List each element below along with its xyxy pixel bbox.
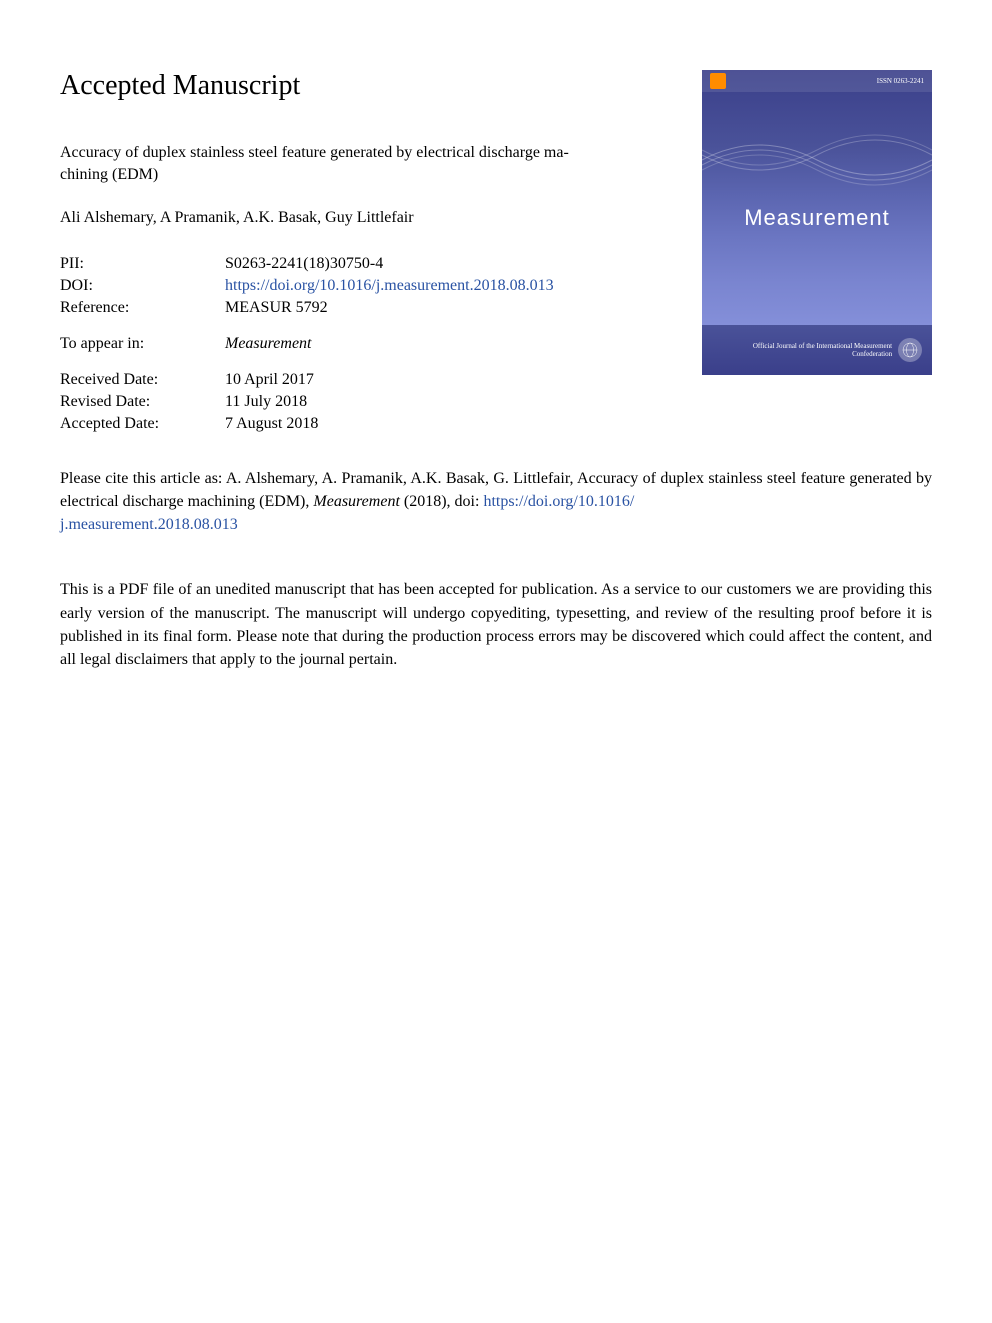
wave-svg-icon: [702, 120, 932, 200]
pii-value: S0263-2241(18)30750-4: [225, 255, 682, 273]
article-title-line2: chining (EDM): [60, 166, 158, 183]
accepted-value: 7 August 2018: [225, 415, 682, 433]
metadata-row-doi: DOI: https://doi.org/10.1016/j.measureme…: [60, 277, 682, 295]
cover-journal-title: Measurement: [702, 205, 932, 231]
globe-icon: [902, 342, 918, 358]
cover-publisher-text: Official Journal of the International Me…: [712, 342, 892, 359]
citation-doi-link-1[interactable]: https://doi.org/10.1016/: [483, 493, 634, 510]
left-content: Accepted Manuscript Accuracy of duplex s…: [60, 70, 702, 437]
reference-label: Reference:: [60, 299, 225, 317]
metadata-row-revised: Revised Date: 11 July 2018: [60, 393, 682, 411]
received-label: Received Date:: [60, 371, 225, 389]
citation-year: (2018), doi:: [400, 493, 484, 510]
cover-waves-decoration: [702, 120, 932, 200]
journal-cover: ISSN 0263-2241 Measurement Official Jour…: [702, 70, 932, 375]
accepted-manuscript-heading: Accepted Manuscript: [60, 70, 682, 102]
accepted-label: Accepted Date:: [60, 415, 225, 433]
doi-label: DOI:: [60, 277, 225, 295]
appear-label: To appear in:: [60, 335, 225, 353]
metadata-row-accepted: Accepted Date: 7 August 2018: [60, 415, 682, 433]
citation-journal: Measurement: [313, 493, 400, 510]
header-section: Accepted Manuscript Accuracy of duplex s…: [60, 70, 932, 437]
metadata-row-reference: Reference: MEASUR 5792: [60, 299, 682, 317]
metadata-table: PII: S0263-2241(18)30750-4 DOI: https://…: [60, 255, 682, 433]
citation-doi-link-2[interactable]: j.measurement.2018.08.013: [60, 516, 238, 533]
metadata-row-received: Received Date: 10 April 2017: [60, 371, 682, 389]
imeko-logo-icon: [898, 338, 922, 362]
metadata-row-appear: To appear in: Measurement: [60, 335, 682, 353]
article-title: Accuracy of duplex stainless steel featu…: [60, 142, 682, 187]
revised-value: 11 July 2018: [225, 393, 682, 411]
article-title-line1: Accuracy of duplex stainless steel featu…: [60, 144, 569, 161]
doi-value: https://doi.org/10.1016/j.measurement.20…: [225, 277, 682, 295]
reference-value: MEASUR 5792: [225, 299, 682, 317]
revised-label: Revised Date:: [60, 393, 225, 411]
cover-issn: ISSN 0263-2241: [877, 77, 924, 85]
doi-link[interactable]: https://doi.org/10.1016/j.measurement.20…: [225, 277, 554, 294]
cover-top-bar: ISSN 0263-2241: [702, 70, 932, 92]
received-value: 10 April 2017: [225, 371, 682, 389]
disclaimer-text: This is a PDF file of an unedited manusc…: [60, 578, 932, 671]
pii-label: PII:: [60, 255, 225, 273]
appear-value: Measurement: [225, 335, 682, 353]
authors-list: Ali Alshemary, A Pramanik, A.K. Basak, G…: [60, 209, 682, 227]
cover-bottom-bar: Official Journal of the International Me…: [702, 325, 932, 375]
citation-section: Please cite this article as: A. Alshemar…: [60, 467, 932, 537]
metadata-row-pii: PII: S0263-2241(18)30750-4: [60, 255, 682, 273]
elsevier-logo-icon: [710, 73, 726, 89]
